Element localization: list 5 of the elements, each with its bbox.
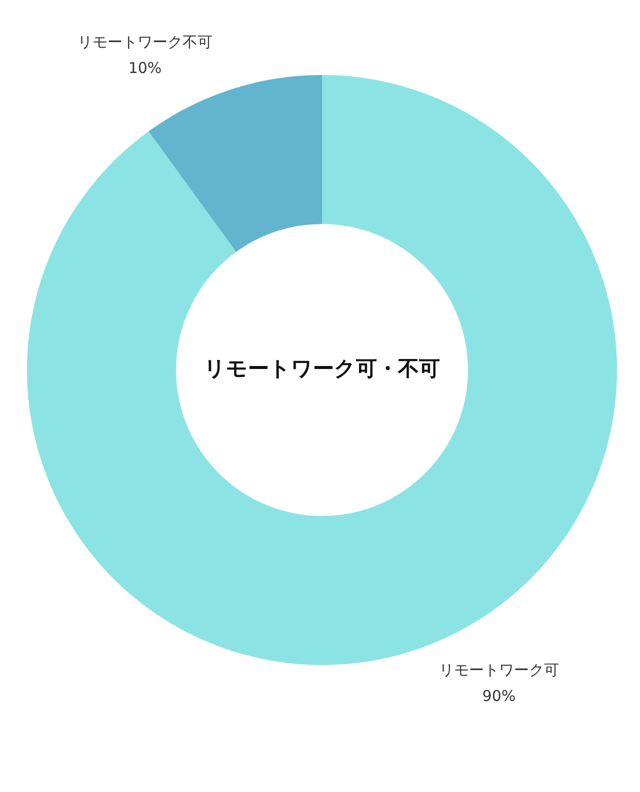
text: リモートワーク可・不可 [204, 356, 440, 381]
data-label: 90% [482, 686, 516, 705]
slice-label: リモートワーク不可 [78, 33, 213, 52]
data-label: 10% [128, 59, 162, 78]
slice-label: リモートワーク可 [438, 660, 559, 679]
